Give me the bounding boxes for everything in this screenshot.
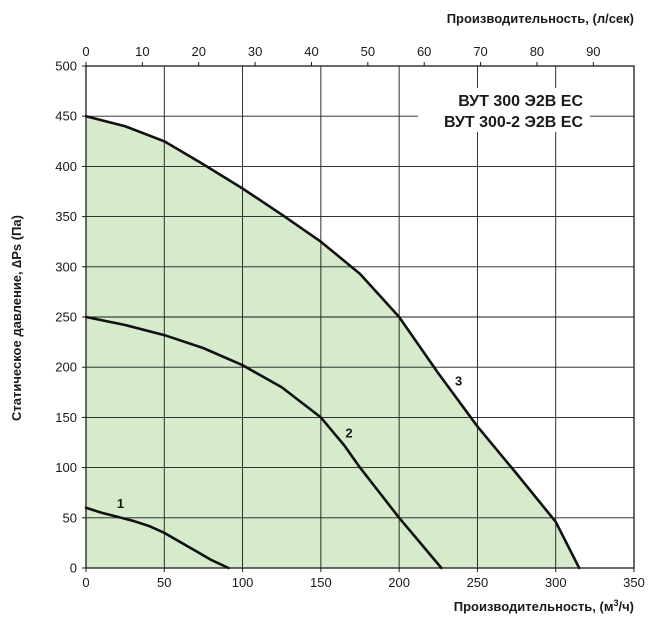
x-tick-label: 100 [232,575,254,590]
curve-label-1: 1 [117,496,124,511]
curves [84,114,581,570]
x-tick-label: 250 [467,575,489,590]
x2-tick-label: 90 [586,44,600,59]
x-axis-title: Производительность, (м3/ч) [454,598,634,614]
x2-tick-label: 80 [530,44,544,59]
operating-area-fill [86,116,580,568]
x-tick-label: 0 [82,575,89,590]
x2-tick-label: 30 [248,44,262,59]
x2-tick-label: 0 [82,44,89,59]
model-label-1: ВУТ 300 Э2В ЕС [458,93,583,110]
y-tick-label: 200 [55,360,77,375]
x-tick-label: 200 [388,575,410,590]
x2-tick-label: 10 [135,44,149,59]
operating-area [86,116,580,568]
y-tick-label: 250 [55,310,77,325]
x-tick-label: 150 [310,575,332,590]
x2-tick-label: 70 [473,44,487,59]
y-axis-ticks: 0 50 100 150 200 250 300 350 400 450 500 [55,59,86,576]
x-tick-label: 50 [157,575,171,590]
x2-axis-title: Производительность, (л/сек) [447,11,634,26]
model-label-2: ВУТ 300-2 Э2В ЕС [444,114,583,131]
y-tick-label: 450 [55,109,77,124]
x-axis-title-end: /ч) [619,599,635,614]
x2-tick-label: 60 [417,44,431,59]
x2-tick-label: 50 [361,44,375,59]
curve-labels: 1 2 3 [117,373,462,510]
model-label-bg [418,88,590,132]
y-tick-label: 0 [70,561,77,576]
y-tick-label: 100 [55,460,77,475]
y-tick-label: 400 [55,159,77,174]
curve-1 [84,506,230,570]
y-tick-label: 50 [63,510,77,525]
y-tick-label: 150 [55,410,77,425]
top-axis-ticks: 0 10 20 30 40 50 60 70 80 90 [82,44,601,66]
x-axis-title-sup: 3 [613,598,618,608]
curve-label-2: 2 [345,425,352,440]
y-tick-label: 300 [55,259,77,274]
x-tick-label: 350 [623,575,645,590]
y-tick-label: 500 [55,59,77,74]
curve-2 [84,315,443,570]
x2-tick-label: 40 [304,44,318,59]
grid [86,66,634,568]
y-tick-label: 350 [55,209,77,224]
curve-3 [84,114,581,570]
x-tick-label: 300 [545,575,567,590]
x-axis-title-base: Производительность, (м [454,599,614,614]
x2-tick-label: 20 [191,44,205,59]
curve-label-3: 3 [455,373,462,388]
y-axis-title: Статическое давление, ∆Ps (Па) [9,215,24,421]
x-axis-ticks: 0 50 100 150 200 250 300 350 [82,568,645,590]
